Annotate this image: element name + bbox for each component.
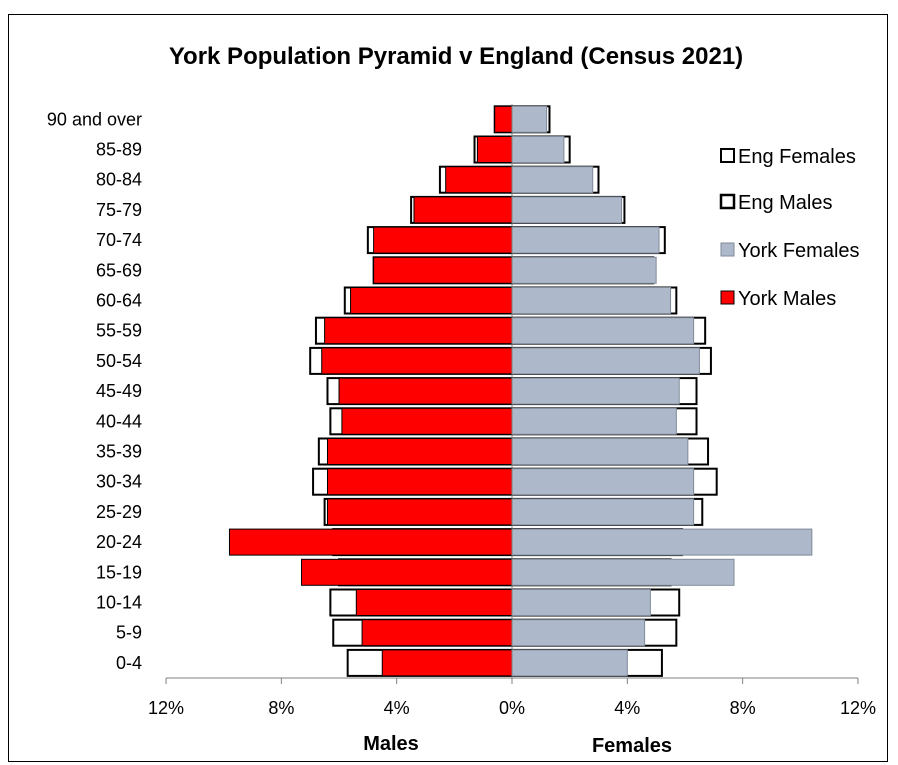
- category-label: 35-39: [96, 442, 142, 462]
- bar-york-females-9: [511, 377, 680, 405]
- legend-label: Eng Males: [738, 192, 833, 214]
- bar-york-females-15: [511, 196, 623, 224]
- bar-york-females-10: [511, 347, 700, 375]
- category-label: 25-29: [96, 502, 142, 522]
- category-label: 40-44: [96, 411, 142, 431]
- category-label: 5-9: [116, 623, 142, 643]
- chart-frame: York Population Pyramid v England (Censu…: [8, 14, 888, 762]
- bar-york-females-7: [511, 438, 689, 465]
- legend-label: York Females: [738, 240, 860, 262]
- legend-swatch: [720, 290, 735, 305]
- category-label: 0-4: [116, 653, 142, 673]
- category-labels: 0-4 5-9 10-14 15-19 20-24 25-29 30-34 35-39 40-4…: [47, 109, 142, 673]
- category-label: 10-14: [96, 593, 142, 613]
- bar-york-females-4: [511, 528, 813, 556]
- x-axis: 12% 8% 4% 0% 4% 8% 12%: [148, 677, 876, 718]
- x-tick-label: 12%: [840, 698, 876, 718]
- bar-york-females-3: [511, 558, 735, 586]
- legend-swatch: [720, 242, 735, 257]
- bar-york-females-16: [511, 166, 594, 194]
- bar-york-males-17: [476, 136, 513, 163]
- category-label: 55-59: [96, 321, 142, 341]
- bars-group: [228, 105, 813, 677]
- category-label: 60-64: [96, 291, 142, 311]
- x-tick-label: 12%: [148, 698, 184, 718]
- x-axis-title-males: Males: [363, 733, 419, 755]
- bar-york-females-17: [511, 136, 565, 163]
- category-label: 20-24: [96, 532, 142, 552]
- legend: Eng Females Eng Males York Females York Mal…: [719, 146, 860, 310]
- bar-york-females-8: [511, 407, 677, 435]
- bar-york-females-18: [511, 105, 548, 133]
- bar-york-males-14: [373, 226, 513, 254]
- legend-label: York Males: [738, 288, 836, 310]
- bar-york-males-4: [228, 528, 513, 556]
- category-label: 80-84: [96, 170, 142, 190]
- bar-york-males-0: [381, 649, 513, 677]
- bar-york-males-11: [324, 317, 513, 345]
- legend-swatch: [720, 148, 735, 163]
- bar-york-females-2: [511, 589, 651, 616]
- bar-york-males-13: [373, 256, 513, 284]
- bar-york-males-7: [326, 438, 513, 465]
- x-tick-label: 4%: [384, 698, 410, 718]
- category-label: 50-54: [96, 351, 142, 371]
- bar-york-males-3: [301, 558, 513, 586]
- bar-york-males-5: [326, 498, 513, 526]
- bar-york-males-12: [350, 287, 513, 314]
- bar-york-females-11: [511, 317, 695, 345]
- legend-swatch: [719, 193, 736, 210]
- bar-york-males-15: [413, 196, 513, 224]
- bar-york-males-16: [445, 166, 513, 194]
- category-label: 85-89: [96, 140, 142, 160]
- bar-york-males-6: [326, 468, 513, 496]
- x-axis-title-females: Females: [592, 735, 672, 757]
- category-label: 75-79: [96, 200, 142, 220]
- bar-york-females-5: [511, 498, 695, 526]
- bar-york-females-6: [511, 468, 695, 496]
- category-label: 45-49: [96, 381, 142, 401]
- category-label: 65-69: [96, 260, 142, 280]
- bar-york-females-13: [511, 256, 657, 284]
- chart-title: York Population Pyramid v England (Censu…: [169, 43, 743, 70]
- legend-label: Eng Females: [738, 146, 856, 168]
- x-tick-label: 8%: [268, 698, 294, 718]
- bar-york-females-0: [511, 649, 628, 677]
- bar-york-females-12: [511, 287, 672, 314]
- bar-york-females-14: [511, 226, 660, 254]
- bar-york-males-18: [494, 105, 513, 133]
- bar-york-males-8: [341, 407, 513, 435]
- bar-york-females-1: [511, 619, 646, 647]
- x-tick-label: 8%: [730, 698, 756, 718]
- bar-york-males-9: [338, 377, 513, 405]
- category-label: 30-34: [96, 472, 142, 492]
- category-label: 90 and over: [47, 109, 142, 129]
- bar-york-males-10: [321, 347, 513, 375]
- population-pyramid-chart: York Population Pyramid v England (Censu…: [47, 43, 876, 757]
- category-label: 70-74: [96, 230, 142, 250]
- x-tick-label: 4%: [614, 698, 640, 718]
- x-tick-label: 0%: [499, 698, 525, 718]
- bar-york-males-2: [355, 589, 513, 616]
- bar-york-males-1: [361, 619, 513, 647]
- category-label: 15-19: [96, 562, 142, 582]
